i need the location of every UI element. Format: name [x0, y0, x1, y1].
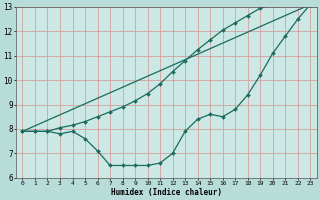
X-axis label: Humidex (Indice chaleur): Humidex (Indice chaleur): [111, 188, 222, 197]
